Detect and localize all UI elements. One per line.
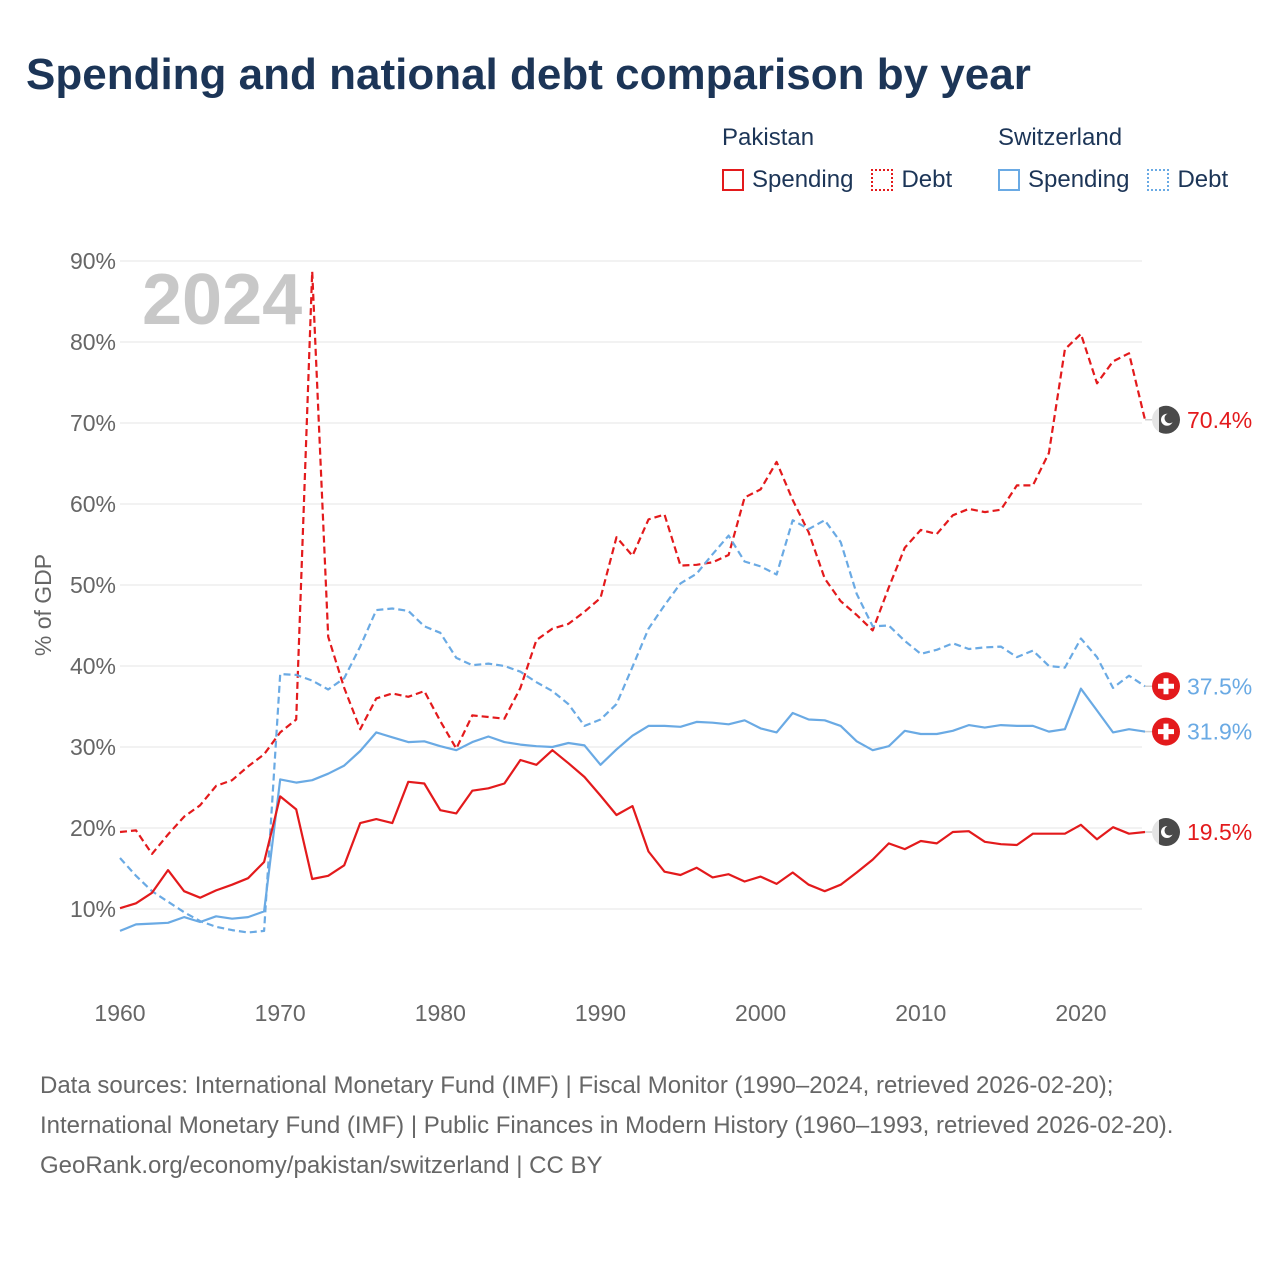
legend-country-pakistan: Pakistan	[722, 124, 815, 151]
y-tick-label: 90%	[70, 248, 116, 274]
line-chart: 10% 20% 30% 40% 50% 60% 70% 80% 90% 1960 1970 1980 1…	[30, 248, 1252, 1026]
end-value-label: 70.4%	[1187, 407, 1252, 433]
x-tick-label: 1990	[575, 1000, 626, 1026]
end-value-label: 31.9%	[1187, 719, 1252, 745]
legend-label: Spending	[1028, 166, 1130, 193]
x-tick-label: 2010	[895, 1000, 946, 1026]
x-tick-label: 1960	[94, 1000, 145, 1026]
chart-title: Spending and national debt comparison by…	[26, 50, 1031, 99]
data-sources: Data sources: International Monetary Fun…	[40, 1072, 1174, 1139]
series-line-switzerland-debt	[119, 519, 1146, 934]
flag-white-band	[1152, 818, 1159, 847]
end-value-label: 37.5%	[1187, 673, 1252, 699]
flag-crescent-cut	[1164, 413, 1175, 424]
y-tick-label: 10%	[70, 896, 116, 922]
x-tick-label: 2020	[1055, 1000, 1106, 1026]
footer: Data sources: International Monetary Fun…	[40, 1066, 1240, 1186]
legend-country-switzerland: Switzerland	[998, 124, 1123, 151]
y-axis-label: % of GDP	[30, 554, 56, 656]
series-line-pakistan-debt	[119, 270, 1147, 856]
legend-swatch-dotted-icon	[871, 169, 894, 191]
legend-label: Spending	[752, 166, 854, 193]
legend-swatch-solid-icon	[998, 169, 1020, 191]
x-tick-label: 1970	[255, 1000, 306, 1026]
y-tick-label: 60%	[70, 491, 116, 517]
flag-crescent-cut	[1164, 825, 1175, 836]
legend-pakistan-spending[interactable]: Spending	[722, 166, 853, 194]
x-tick-label: 1980	[415, 1000, 466, 1026]
flag-white-band	[1152, 405, 1159, 434]
legend-switzerland-spending[interactable]: Spending	[998, 166, 1129, 194]
y-tick-label: 80%	[70, 329, 116, 355]
legend-group-pakistan: Pakistan Spending Debt	[722, 124, 952, 194]
legend-group-switzerland: Switzerland Spending Debt	[998, 124, 1228, 194]
legend-switzerland-debt[interactable]: Debt	[1147, 166, 1228, 194]
series-line-pakistan-spending	[119, 749, 1146, 910]
credit-link[interactable]: GeoRank.org/economy/pakistan/switzerland…	[40, 1152, 603, 1179]
y-tick-label: 30%	[70, 734, 116, 760]
legend-swatch-dotted-icon	[1147, 169, 1170, 191]
y-tick-label: 20%	[70, 815, 116, 841]
legend-label: Debt	[901, 166, 953, 193]
x-tick-label: 2000	[735, 1000, 786, 1026]
series-line-switzerland-spending	[119, 687, 1146, 932]
legend-label: Debt	[1177, 166, 1229, 193]
y-tick-label: 70%	[70, 410, 116, 436]
year-watermark: 2024	[142, 260, 302, 340]
y-tick-label: 40%	[70, 653, 116, 679]
y-tick-label: 50%	[70, 572, 116, 598]
flag-cross-horizontal	[1158, 729, 1174, 735]
legend-pakistan-debt[interactable]: Debt	[871, 166, 952, 194]
flag-cross-horizontal	[1158, 683, 1174, 689]
legend-swatch-solid-icon	[722, 169, 744, 191]
end-value-label: 19.5%	[1187, 819, 1252, 845]
